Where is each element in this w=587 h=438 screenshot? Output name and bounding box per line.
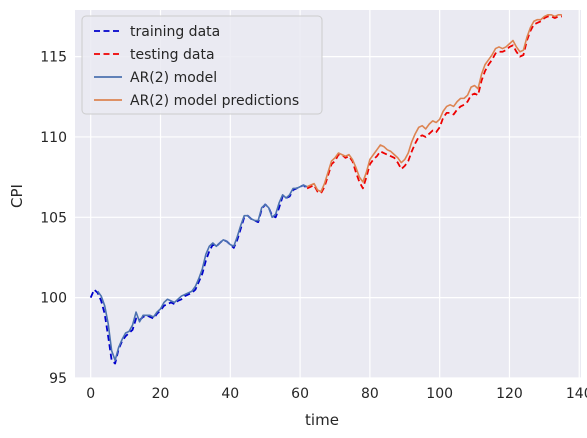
series-layer: [89, 14, 562, 365]
x-tick-label: 40: [221, 386, 239, 402]
x-tick-label: 80: [361, 386, 379, 402]
legend-entry-label: AR(2) model: [130, 70, 217, 86]
y-tick-label: 110: [40, 130, 67, 146]
legend: training data testing data AR(2) model AR(2…: [81, 15, 323, 115]
legend-entry-label: AR(2) model predictions: [130, 93, 299, 109]
series-line-ar-2-model: [97, 184, 308, 362]
x-tick-label: 140: [566, 386, 587, 402]
x-tick-label: 60: [291, 386, 309, 402]
legend-entry-label: training data: [130, 24, 220, 40]
y-tick-label: 115: [40, 50, 67, 66]
series-line-ar-2-model-predictions: [306, 14, 562, 193]
y-tick-label: 105: [40, 210, 67, 226]
y-axis-label: CPI: [8, 184, 26, 208]
y-tick-label: 100: [40, 291, 67, 307]
tick-labels: 0 20 40 60 80 100 120 140 95 100 105 110 115: [40, 50, 587, 402]
legend-entry-label: testing data: [130, 47, 215, 63]
legend-box: [81, 15, 323, 115]
x-tick-label: 120: [496, 386, 523, 402]
x-axis-label: time: [305, 411, 339, 429]
x-tick-label: 20: [152, 386, 170, 402]
x-tick-label: 100: [426, 386, 453, 402]
y-tick-label: 95: [49, 371, 67, 387]
x-tick-label: 0: [86, 386, 95, 402]
